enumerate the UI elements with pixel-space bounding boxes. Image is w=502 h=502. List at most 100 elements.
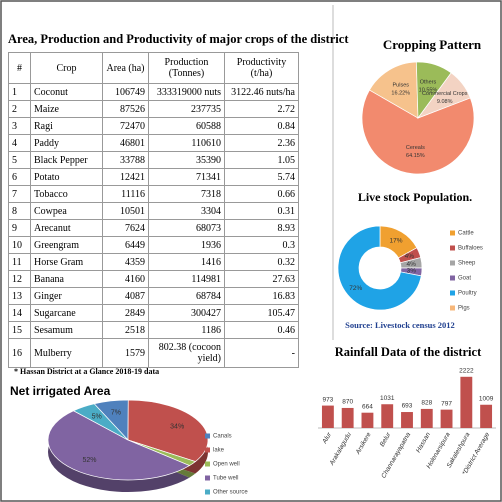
x-tick-label: Arsikere: [354, 431, 373, 456]
table-cell: 8: [8, 202, 31, 220]
header-cell: Area (ha): [102, 52, 149, 84]
legend-label: Buffaloes: [458, 246, 483, 252]
table-cell: 27.63: [224, 270, 299, 288]
legend-swatch: [450, 275, 455, 281]
table-cell: 87526: [102, 100, 149, 118]
value-label: 797: [441, 400, 452, 407]
slice: [72, 403, 129, 441]
table-cell: 35390: [148, 151, 225, 169]
table-cell: 4087: [102, 287, 149, 305]
value-label: 870: [342, 399, 353, 406]
value-label: 664: [362, 403, 373, 410]
table-cell: 8.93: [224, 219, 299, 237]
value-label: 72%: [349, 285, 362, 292]
table-cell: Tobacco: [30, 185, 103, 203]
table-cell: 46801: [102, 134, 149, 152]
table-cell: 333319000 nuts: [148, 83, 225, 101]
table-cell: Potato: [30, 168, 103, 186]
table-cell: 1: [8, 83, 31, 101]
legend-swatch: [205, 461, 210, 467]
table-cell: 2.72: [224, 100, 299, 118]
slice: [47, 410, 191, 481]
table-cell: 3122.46 nuts/ha: [224, 83, 299, 101]
table-cell: 0.3: [224, 236, 299, 254]
bar: [460, 376, 473, 428]
table-cell: 2518: [102, 321, 149, 339]
slice-name: Commercial Crops: [422, 91, 468, 97]
value-label: 828: [421, 400, 432, 407]
table-cell: 16.83: [224, 287, 299, 305]
table-row: 10 Greengram 6449 1936 0.3: [8, 236, 299, 254]
table-cell: 5: [8, 151, 31, 169]
table-cell: 7: [8, 185, 31, 203]
value-label: 64.15%: [406, 153, 425, 159]
table-row: 12 Banana 4160 114981 27.63: [8, 270, 299, 288]
table-cell: 3: [8, 117, 31, 135]
table-cell: 1186: [148, 321, 225, 339]
legend-swatch: [450, 305, 455, 311]
bar: [420, 408, 433, 428]
value-label: 1009: [479, 395, 494, 402]
table-cell: 60588: [148, 117, 225, 135]
table-cell: 0.46: [224, 321, 299, 339]
table-cell: Banana: [30, 270, 103, 288]
x-tick-label: Belur: [379, 431, 393, 448]
table-cell: 105.47: [224, 304, 299, 322]
legend-swatch: [450, 230, 455, 236]
slice-name: Others: [420, 79, 437, 85]
table-cell: 13: [8, 287, 31, 305]
table-cell: 12421: [102, 168, 149, 186]
table-cell: 114981: [148, 270, 225, 288]
table-cell: 2849: [102, 304, 149, 322]
value-label: 693: [402, 403, 413, 410]
value-label: 16.22%: [391, 91, 410, 97]
slice: [368, 61, 419, 119]
table-cell: 4359: [102, 253, 149, 271]
table-row: 7 Tobacco 11116 7318 0.66: [8, 185, 299, 203]
note: * Hassan District at a Glance 2018-19 da…: [14, 367, 159, 376]
table-cell: Arecanut: [30, 219, 103, 237]
table-row: 5 Black Pepper 33788 35390 1.05: [8, 151, 299, 169]
bar: [440, 409, 453, 428]
table-cell: Coconut: [30, 83, 103, 101]
legend-label: Open well: [213, 462, 240, 468]
legend-swatch: [205, 433, 210, 439]
value-label: 4%: [407, 261, 417, 268]
value-label: 973: [322, 396, 333, 403]
table-cell: 300427: [148, 304, 225, 322]
table-cell: 110610: [148, 134, 225, 152]
table-row: 11 Horse Gram 4359 1416 0.32: [8, 253, 299, 271]
x-tick-label: Alur: [321, 431, 334, 446]
value-label: 52%: [83, 457, 97, 464]
table-header: # Crop Area (ha) Production (Tonnes) Product…: [8, 52, 299, 84]
table-cell: 0.32: [224, 253, 299, 271]
table-cell: 15: [8, 321, 31, 339]
table-cell: Horse Gram: [30, 253, 103, 271]
bar: [401, 412, 413, 428]
bar: [381, 404, 394, 428]
chart-title: Rainfall Data of the district: [335, 345, 482, 359]
table-cell: Ragi: [30, 117, 103, 135]
table-row: 9 Arecanut 7624 68073 8.93: [8, 219, 299, 237]
table-cell: 68073: [148, 219, 225, 237]
table-cell: 802.38 (cocoon yield): [148, 338, 225, 368]
header-cell: Crop: [30, 52, 103, 84]
table-cell: 11: [8, 253, 31, 271]
bar: [361, 412, 374, 428]
legend-swatch: [205, 475, 210, 481]
table-cell: 3304: [148, 202, 225, 220]
table-cell: 11116: [102, 185, 149, 203]
table-cell: 106749: [102, 83, 149, 101]
crop-table: # Crop Area (ha) Production (Tonnes) Product…: [8, 52, 299, 368]
legend-swatch: [450, 245, 455, 251]
legend-label: Other source: [213, 490, 248, 496]
table-cell: 71341: [148, 168, 225, 186]
table-cell: 68784: [148, 287, 225, 305]
legend-swatch: [205, 489, 210, 495]
source: Source: Livestock census 2012: [345, 320, 455, 330]
value-label: 3%: [407, 268, 417, 275]
table-cell: 14: [8, 304, 31, 322]
bar: [480, 404, 493, 428]
